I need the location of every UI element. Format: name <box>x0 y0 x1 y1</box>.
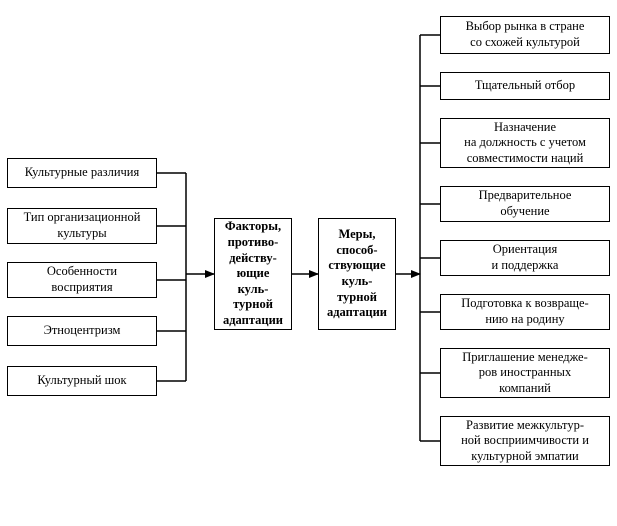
node-R2: Тщательный отбор <box>440 72 610 100</box>
node-R4: Предварительноеобучение <box>440 186 610 222</box>
node-L1: Культурные различия <box>7 158 157 188</box>
node-label: Ориентацияи поддержка <box>492 242 559 273</box>
node-label: Выбор рынка в странесо схожей культурой <box>466 19 585 50</box>
node-label: Культурные различия <box>25 165 140 181</box>
node-label: Культурный шок <box>37 373 126 389</box>
node-R8: Развитие межкультур-ной восприимчивости … <box>440 416 610 466</box>
node-label: Назначениена должность с учетомсовместим… <box>464 120 586 167</box>
node-L2: Тип организационнойкультуры <box>7 208 157 244</box>
node-M1: Факторы,противо-действу-ющиекуль-турнойа… <box>214 218 292 330</box>
node-M2: Меры,способ-ствующиекуль-турнойадаптации <box>318 218 396 330</box>
node-label: Развитие межкультур-ной восприимчивости … <box>461 418 589 465</box>
node-label: Тщательный отбор <box>475 78 575 94</box>
node-R6: Подготовка к возвраще-нию на родину <box>440 294 610 330</box>
node-label: Особенностивосприятия <box>47 264 117 295</box>
node-label: Подготовка к возвраще-нию на родину <box>461 296 588 327</box>
node-R5: Ориентацияи поддержка <box>440 240 610 276</box>
node-label: Меры,способ-ствующиекуль-турнойадаптации <box>327 227 387 321</box>
node-R7: Приглашение менедже-ров иностранныхкомпа… <box>440 348 610 398</box>
node-L5: Культурный шок <box>7 366 157 396</box>
node-label: Тип организационнойкультуры <box>24 210 141 241</box>
node-label: Предварительноеобучение <box>479 188 572 219</box>
node-L4: Этноцентризм <box>7 316 157 346</box>
node-label: Приглашение менедже-ров иностранныхкомпа… <box>462 350 588 397</box>
node-label: Факторы,противо-действу-ющиекуль-турнойа… <box>223 219 283 328</box>
node-label: Этноцентризм <box>44 323 121 339</box>
node-R1: Выбор рынка в странесо схожей культурой <box>440 16 610 54</box>
node-R3: Назначениена должность с учетомсовместим… <box>440 118 610 168</box>
node-L3: Особенностивосприятия <box>7 262 157 298</box>
